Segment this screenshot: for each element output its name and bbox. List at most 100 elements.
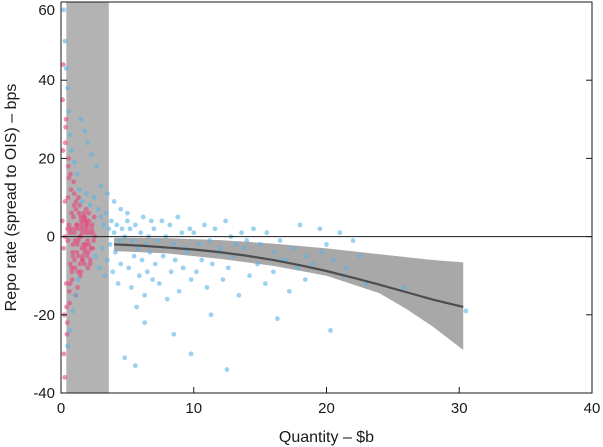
data-point-series-2 (330, 257, 336, 263)
data-point-series-2 (131, 253, 137, 259)
data-point-series-2 (187, 226, 193, 232)
x-tick-label: 40 (584, 400, 601, 417)
data-point-series-1 (79, 222, 84, 228)
fit-line (114, 243, 464, 309)
data-point-series-2 (271, 249, 276, 255)
data-point-series-1 (74, 222, 80, 228)
data-point-series-2 (128, 285, 134, 290)
data-point-series-2 (196, 242, 202, 247)
data-point-series-1 (70, 249, 76, 255)
x-axis-label: Quantity – $b (279, 429, 374, 446)
shaded-band-layer (66, 2, 109, 393)
data-point-series-1 (78, 214, 84, 220)
data-point-series-1 (74, 249, 80, 255)
data-point-series-2 (98, 214, 104, 220)
x-tick-label: 0 (57, 400, 65, 417)
data-point-series-1 (73, 199, 79, 204)
data-point-series-1 (67, 300, 73, 306)
data-point-series-2 (97, 265, 102, 271)
data-point-series-1 (67, 261, 73, 267)
data-point-series-2 (247, 273, 252, 279)
data-point-series-1 (61, 245, 67, 251)
data-point-series-2 (225, 265, 231, 271)
data-point-series-1 (87, 261, 93, 267)
data-point-series-1 (66, 222, 72, 228)
data-point-series-2 (111, 199, 117, 204)
data-point-series-2 (208, 312, 214, 318)
data-point-series-1 (65, 238, 71, 243)
data-point-series-2 (103, 210, 109, 216)
data-point-series-1 (84, 230, 89, 236)
data-point-series-2 (304, 253, 309, 259)
data-point-series-2 (255, 261, 260, 267)
data-point-series-1 (70, 253, 76, 259)
data-point-series-2 (271, 269, 276, 275)
data-point-series-2 (264, 230, 270, 236)
data-point-series-1 (83, 206, 89, 212)
data-point-series-1 (87, 257, 93, 263)
data-point-series-1 (83, 218, 89, 224)
data-point-series-2 (118, 206, 124, 212)
y-axis-label: Repo rate (spread to OIS) – bps (3, 84, 20, 312)
fit-line-layer (114, 243, 464, 309)
data-point-series-2 (113, 249, 118, 255)
data-point-series-1 (75, 269, 81, 275)
data-point-series-2 (148, 218, 154, 224)
data-point-series-2 (127, 226, 133, 232)
data-point-series-2 (65, 343, 71, 349)
data-point-series-2 (93, 253, 98, 259)
data-point-series-2 (463, 308, 469, 314)
data-point-series-2 (220, 277, 226, 283)
data-point-series-2 (357, 253, 363, 259)
data-point-series-2 (89, 152, 94, 157)
y-tick-label: 60 (38, 2, 55, 19)
data-point-series-2 (297, 222, 303, 228)
data-point-series-2 (83, 191, 89, 196)
data-point-series-2 (172, 257, 178, 263)
data-point-series-1 (64, 320, 70, 326)
data-point-series-1 (70, 242, 76, 247)
data-point-series-2 (147, 249, 153, 255)
confidence-band-layer (114, 237, 464, 350)
data-point-series-1 (77, 226, 82, 232)
data-point-series-1 (85, 249, 91, 255)
data-point-series-2 (350, 238, 356, 243)
x-tick-label: 30 (451, 400, 468, 417)
data-point-series-2 (124, 218, 130, 224)
data-point-series-1 (71, 179, 77, 185)
data-point-series-2 (188, 277, 194, 283)
data-point-series-1 (67, 281, 73, 286)
data-point-series-1 (69, 277, 75, 283)
data-point-series-2 (124, 210, 130, 216)
data-point-series-2 (176, 288, 182, 294)
data-point-series-2 (115, 281, 121, 286)
points-layer (59, 7, 469, 380)
data-point-series-2 (106, 226, 112, 232)
data-point-series-2 (179, 230, 185, 236)
data-point-series-2 (101, 222, 106, 228)
data-point-series-2 (67, 132, 73, 138)
data-point-series-1 (91, 214, 97, 220)
data-point-series-1 (63, 281, 69, 286)
data-point-series-2 (328, 328, 333, 333)
data-point-series-2 (318, 249, 324, 255)
data-point-series-2 (180, 265, 186, 271)
data-point-series-1 (65, 226, 71, 232)
data-point-series-1 (86, 210, 92, 216)
plot-frame (60, 1, 593, 394)
data-point-series-2 (102, 273, 108, 279)
data-point-series-1 (66, 288, 72, 294)
data-point-series-1 (63, 116, 69, 122)
data-point-series-1 (75, 238, 81, 243)
data-point-series-2 (175, 214, 181, 220)
data-point-series-2 (118, 261, 124, 267)
confidence-band (114, 237, 464, 350)
data-point-series-2 (69, 148, 75, 153)
data-point-series-2 (75, 277, 81, 283)
data-point-series-1 (69, 265, 75, 271)
data-point-series-2 (199, 257, 205, 263)
data-point-series-1 (86, 242, 92, 247)
data-point-series-1 (71, 202, 77, 208)
data-point-series-2 (168, 269, 174, 275)
data-point-series-2 (223, 218, 229, 224)
